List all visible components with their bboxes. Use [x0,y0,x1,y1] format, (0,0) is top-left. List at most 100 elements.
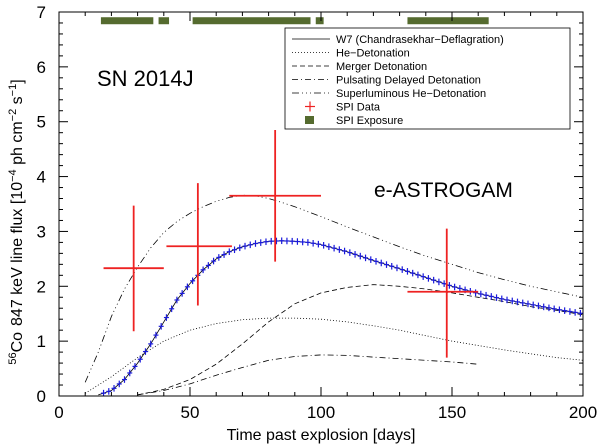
astrogam-point [253,240,258,247]
y-tick-label: 5 [37,113,46,132]
astrogam-point [431,276,437,284]
astrogam-point [525,300,531,308]
merger-detonation-curve [137,284,583,396]
y-tick-label: 6 [37,58,46,77]
superluminous-he-detonation-curve [84,194,583,383]
astrogam-point [169,305,175,313]
astrogam-point [321,242,327,249]
astrogam-point [446,282,452,289]
x-axis-label: Time past explosion [days] [227,427,416,444]
x-tick-label: 200 [569,403,597,422]
y-tick-label: 1 [37,332,46,351]
astrogam-point [336,246,342,253]
astrogam-point [242,242,248,250]
astrogam-point [352,251,358,258]
astrogam-point [153,331,159,339]
astrogam-point [300,238,306,246]
astrogam-point [263,238,269,246]
astrogam-point [420,273,426,280]
legend: W7 (Chandrasekhar−Deflagration) He−Detona… [284,27,571,130]
x-tick-label: 150 [438,403,466,422]
astrogam-point [289,237,295,245]
y-tick-label: 7 [37,3,46,22]
astrogam-point [509,297,515,305]
astrogam-point [331,244,337,252]
spi-exposure-bar [407,17,489,25]
spi-data-point [229,129,321,262]
legend-entry: W7 (Chandrasekhar−Deflagration) [292,34,504,46]
astrogam-point [221,251,227,258]
astrogam-point [373,258,379,265]
astrogam-point [326,243,332,251]
astrogam-point [504,296,510,304]
astrogam-point [101,389,107,396]
astrogam-point [148,340,154,348]
astrogam-point [357,252,363,260]
legend-entry: He−Detonation [292,48,410,60]
astrogam-point [530,301,536,309]
astrogam-point [268,237,274,245]
astrogam-point [494,294,500,301]
astrogam-point [541,303,547,311]
astrogam-point [425,275,431,282]
astrogam-point [572,309,578,316]
x-tick-label: 0 [54,403,63,422]
legend-entry: SPI Data [305,101,381,114]
astrogam-point [389,262,395,270]
legend-label: Pulsating Delayed Detonation [336,75,481,87]
astrogam-point [200,266,206,274]
astrogam-point [368,256,374,263]
astrogam-point [237,244,243,252]
astrogam-point [483,291,489,299]
astrogam-point [232,246,238,254]
astrogam-point [315,240,321,248]
astrogam-point [499,295,505,303]
spi-data-point [166,183,232,306]
spi-data-point [407,228,479,358]
astrogam-point [410,269,416,277]
astrogam-point [279,237,285,245]
astrogam-point [441,280,447,287]
astrogam-point [258,239,264,246]
astrogam-point [305,239,311,246]
astrogam-point [127,369,133,377]
astrogam-point [562,307,568,314]
astrogam-point [211,257,217,265]
astrogam-point [551,305,557,313]
y-axis-label: 56Co847 keV line flux [10−4 ph cm−2 s−1] [7,79,26,364]
astrogam-point [384,261,389,268]
y-tick-label: 3 [37,222,46,241]
legend-entry: Pulsating Delayed Detonation [292,75,481,87]
astrogam-point [415,271,421,279]
legend-box [284,27,571,130]
y-tick-label: 2 [37,277,46,296]
mission-annotation: e-ASTROGAM [374,179,513,202]
astrogam-point [247,241,253,249]
astrogam-point [436,278,442,286]
astrogam-point [111,385,117,392]
astrogam-point [122,376,127,383]
plot-area [84,17,583,396]
astrogam-point [116,380,122,388]
astrogam-point [363,254,369,262]
astrogam-point [342,247,348,255]
astrogam-point [190,277,196,285]
legend-entry: Superluminous He−Detonation [292,88,486,100]
astrogam-point [567,308,573,315]
legend-label: Merger Detonation [336,61,427,73]
legend-label: He−Detonation [336,48,410,60]
x-tick-label: 50 [181,403,200,422]
w7-curve [98,240,583,396]
legend-label: W7 (Chandrasekhar−Deflagration) [336,34,504,46]
y-tick-label: 0 [37,387,46,406]
astrogam-point [158,323,164,330]
astrogam-point [378,259,384,267]
y-tick-label: 4 [37,168,46,187]
astrogam-point [546,304,552,312]
astrogam-point [132,363,138,370]
legend-entry: SPI Exposure [305,115,403,127]
astrogam-point [520,299,526,307]
astrogam-point [488,293,494,300]
legend-entry: Merger Detonation [292,61,427,73]
